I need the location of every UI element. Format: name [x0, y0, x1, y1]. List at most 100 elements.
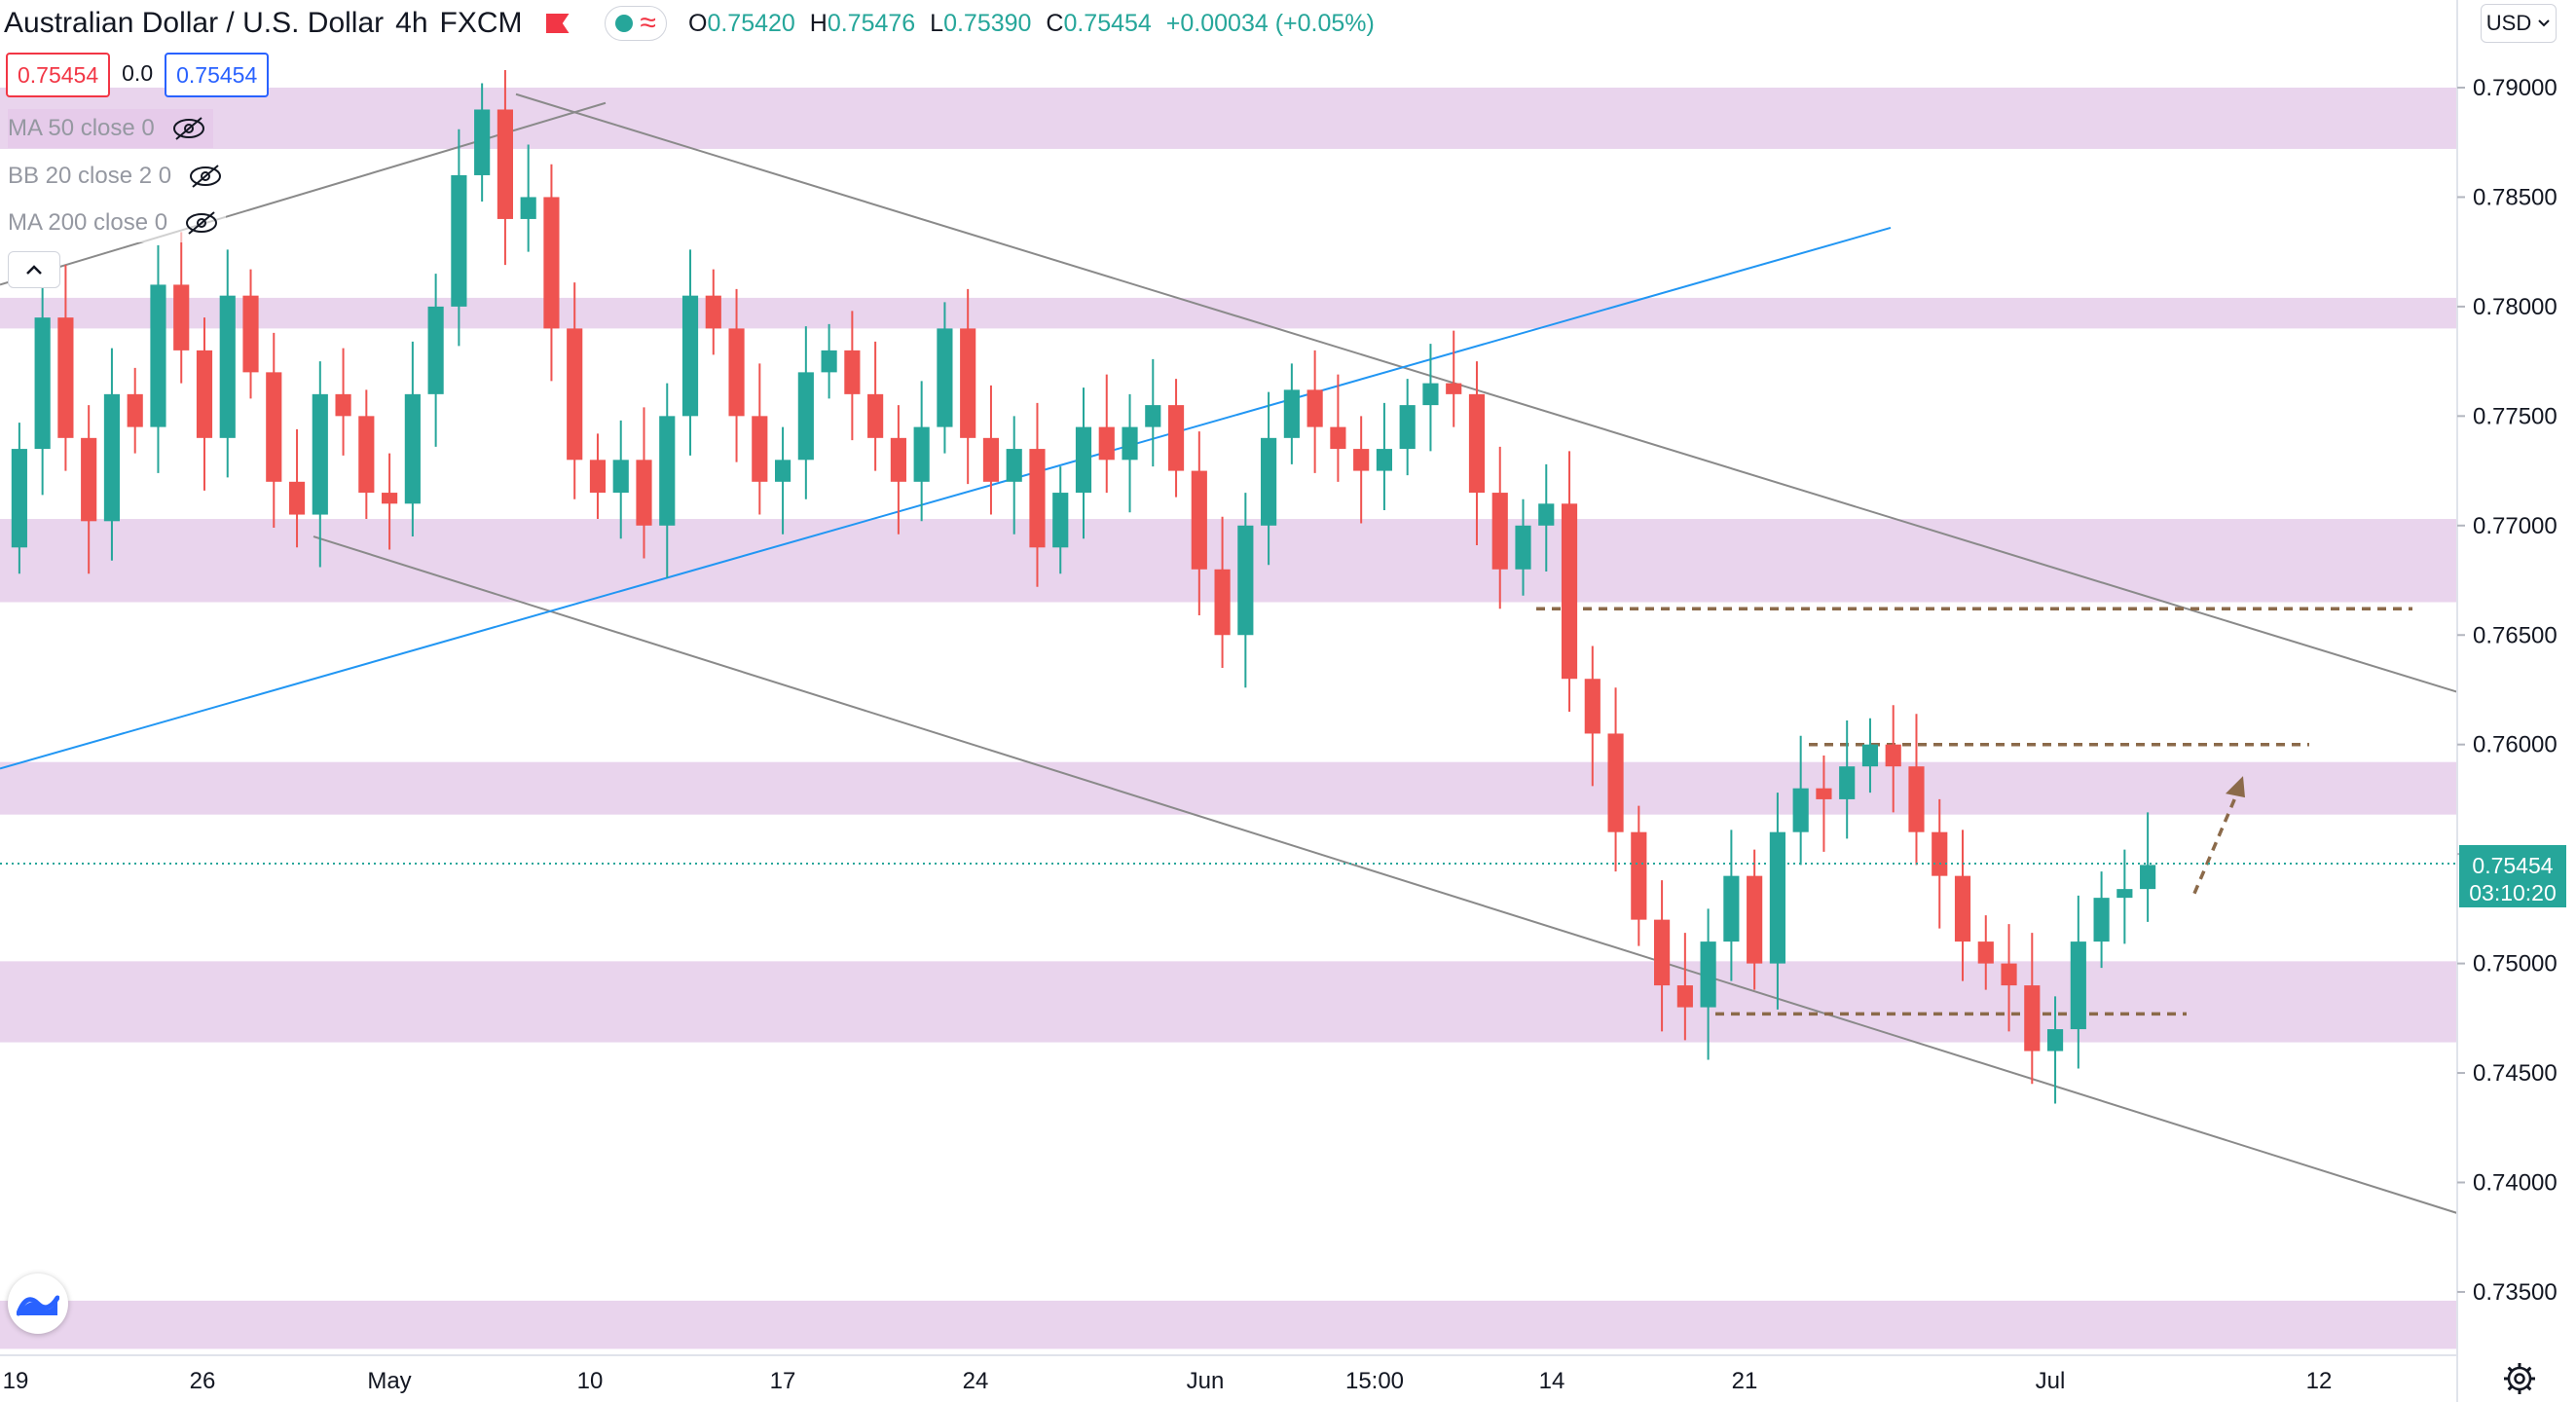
candle-body — [1075, 426, 1092, 494]
candle-body — [335, 393, 351, 417]
candle-body — [681, 295, 699, 417]
candle-body — [520, 197, 536, 219]
candle-body — [288, 481, 306, 515]
price-tick-label: 0.77000 — [2473, 513, 2558, 539]
sell-price-button[interactable]: 0.75454 — [6, 53, 111, 97]
buy-price-button[interactable]: 0.75454 — [165, 53, 270, 97]
projection-arrowhead — [2226, 776, 2245, 798]
tradingview-logo-icon — [17, 1295, 59, 1316]
candle-body — [474, 109, 491, 175]
candle-body — [127, 393, 143, 427]
candle-body — [81, 437, 97, 522]
candle-body — [150, 284, 166, 427]
spread-value: 0.0 — [122, 60, 154, 86]
candle-body — [752, 416, 768, 482]
time-tick-label: 19 — [3, 1368, 29, 1394]
candle-body — [1468, 393, 1486, 494]
chevron-down-icon — [2538, 19, 2550, 27]
candle-body — [266, 372, 282, 482]
ohlc-values: O0.75420 H0.75476 L0.75390 C0.75454 +0.0… — [687, 9, 1375, 37]
indicator-ma50[interactable]: MA 50 close 0 — [8, 109, 213, 148]
candle-body — [797, 372, 814, 461]
candle-body — [2140, 865, 2156, 890]
candle-body — [103, 393, 121, 522]
projection-arrow — [2192, 783, 2243, 895]
candle-body — [312, 393, 328, 515]
indicator-label: BB 20 close 2 0 — [8, 163, 172, 189]
time-tick-label: Jul — [2036, 1368, 2066, 1394]
candle-body — [1376, 449, 1393, 471]
candle-body — [2116, 889, 2133, 899]
time-tick-label: May — [367, 1368, 411, 1394]
price-tick-label: 0.76000 — [2473, 732, 2558, 758]
candle-body — [821, 350, 837, 373]
candle-body — [2024, 985, 2041, 1052]
indicator-label: MA 50 close 0 — [8, 115, 155, 141]
candle-body — [1214, 569, 1231, 636]
time-tick-label: Jun — [1187, 1368, 1225, 1394]
price-tick-label: 0.74500 — [2473, 1060, 2558, 1087]
gear-icon[interactable] — [2502, 1361, 2537, 1396]
tradingview-logo[interactable] — [8, 1273, 68, 1334]
candle-body — [1330, 426, 1346, 450]
wave-icon: ≈ — [640, 7, 656, 39]
price-tick-label: 0.79000 — [2473, 75, 2558, 101]
candle-body — [427, 306, 444, 394]
data-status-pill[interactable]: ≈ — [604, 6, 667, 41]
collapse-legend-button[interactable] — [8, 251, 60, 288]
price-tick-label: 0.77500 — [2473, 403, 2558, 429]
candle-body — [659, 416, 676, 526]
candle-body — [242, 295, 259, 373]
candle-body — [1515, 525, 1531, 570]
candle-body — [11, 449, 27, 548]
candle-body — [34, 317, 51, 450]
price-tick-label: 0.74000 — [2473, 1170, 2558, 1197]
candle-body — [1029, 449, 1046, 548]
candle-body — [1237, 525, 1254, 636]
price-tick-label: 0.78000 — [2473, 294, 2558, 320]
candle-body — [404, 393, 421, 504]
candle-body — [1098, 426, 1115, 461]
candle-body — [1654, 919, 1671, 986]
time-axis[interactable]: 19 26 May 10 17 24 Jun 15:00 14 21 Jul 12 — [3, 1368, 2333, 1394]
candle-body — [1631, 831, 1647, 920]
candle-body — [1747, 875, 1763, 964]
eye-off-icon[interactable] — [170, 115, 207, 142]
candle-body — [543, 197, 560, 329]
exchange: FXCM — [439, 7, 523, 39]
candle-body — [2046, 1029, 2064, 1052]
chevron-up-icon — [26, 265, 42, 275]
zone-band — [0, 1300, 2457, 1349]
candle-body — [1561, 503, 1578, 680]
price-axis[interactable]: 0.79000 0.78500 0.78000 0.77500 0.77000 0.765… — [2457, 75, 2558, 1306]
candle-body — [705, 295, 721, 329]
candle-body — [1816, 788, 1832, 799]
market-status-icon[interactable] — [545, 14, 570, 33]
candle-body — [960, 328, 976, 438]
candle-body — [1052, 493, 1069, 548]
channel-line — [313, 535, 2458, 1214]
candle-body — [982, 437, 1000, 482]
candle-body — [1167, 405, 1185, 471]
indicator-bb20[interactable]: BB 20 close 2 0 — [8, 157, 231, 196]
time-tick-label: 24 — [963, 1368, 989, 1394]
candle-body — [2093, 898, 2110, 942]
interval[interactable]: 4h — [395, 7, 428, 39]
candle-body — [937, 328, 953, 427]
eye-off-icon[interactable] — [183, 209, 220, 237]
symbol-name[interactable]: Australian Dollar / U.S. Dollar — [4, 7, 385, 39]
eye-off-icon[interactable] — [187, 163, 224, 190]
candle-body — [1145, 405, 1161, 427]
indicator-ma200[interactable]: MA 200 close 0 — [8, 203, 227, 242]
candle-body — [774, 460, 791, 482]
candle-body — [1607, 733, 1624, 832]
status-dot-icon — [614, 15, 633, 32]
candle-body — [1977, 941, 1994, 964]
time-tick-label: 15:00 — [1345, 1368, 1404, 1394]
candle-body — [1954, 875, 1971, 942]
currency-select[interactable]: USD — [2481, 4, 2557, 43]
price-tick-label: 0.75000 — [2473, 951, 2558, 978]
candle-body — [867, 393, 884, 438]
candle-body — [2070, 941, 2086, 1030]
